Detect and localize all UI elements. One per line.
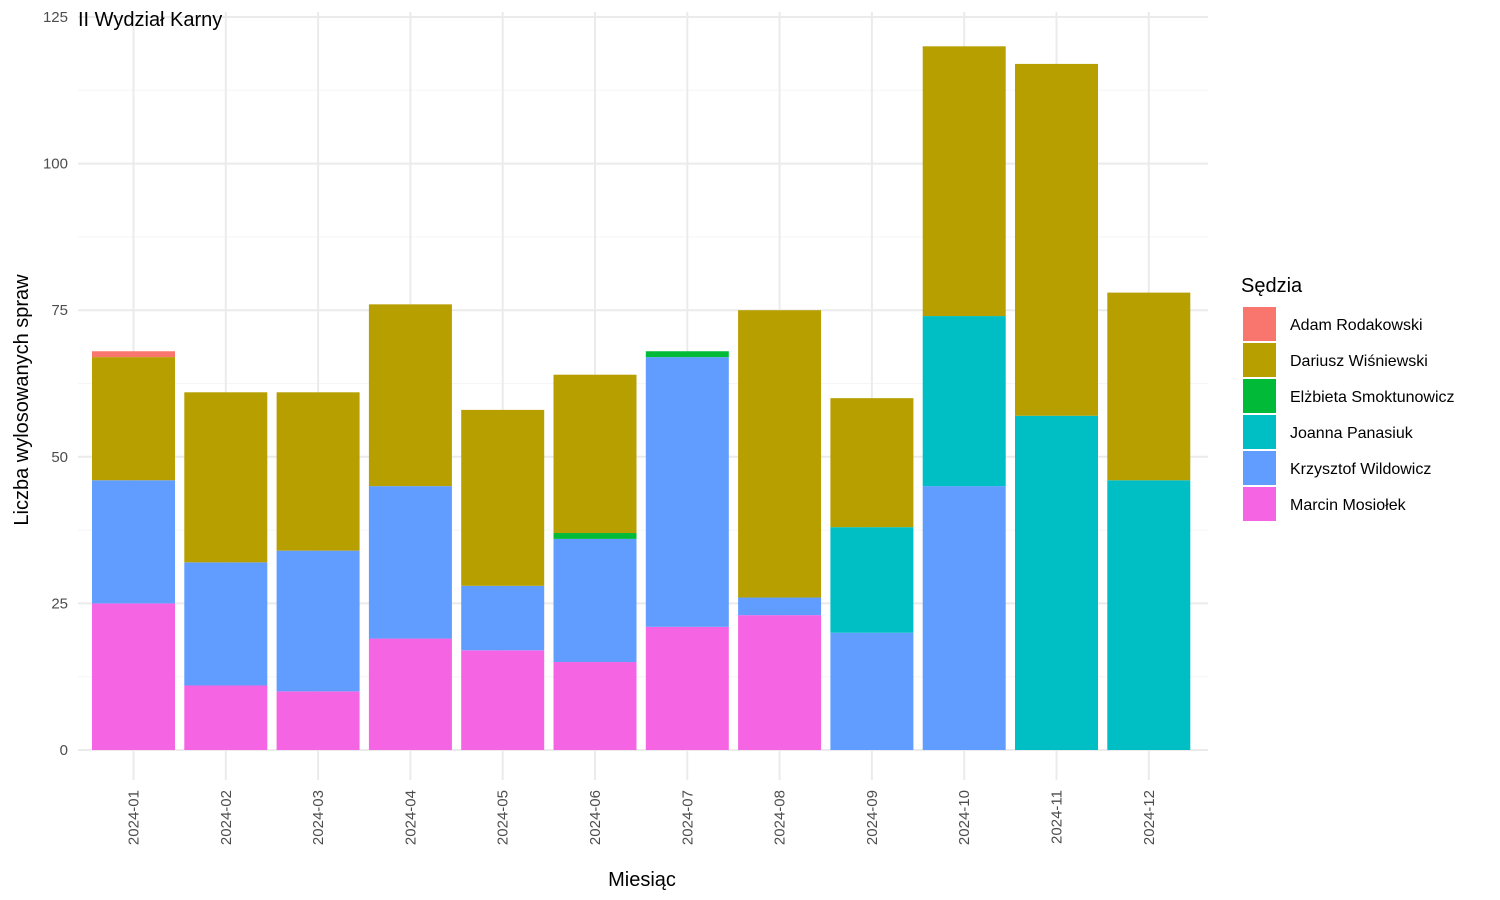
bar-segment (553, 538, 637, 663)
bar-segment (645, 626, 729, 750)
y-tick-label: 0 (60, 742, 68, 759)
bar-segment (738, 597, 822, 616)
bar-segment (922, 486, 1006, 750)
bar-segment (184, 392, 268, 563)
bar-segment (368, 638, 452, 750)
bar-segment (92, 480, 175, 604)
bar-segment (922, 46, 1006, 317)
bar-segment (738, 310, 822, 598)
bar-segment (461, 585, 545, 651)
x-axis-title: Miesiąc (608, 869, 676, 891)
bar-segment (92, 603, 175, 750)
y-tick-label: 25 (51, 595, 68, 612)
y-tick-label: 75 (51, 302, 68, 319)
y-axis-title: Liczba wylosowanych spraw (11, 274, 33, 526)
bar-segment (830, 632, 914, 750)
bar-segment (922, 316, 1006, 487)
bar-segment (553, 662, 637, 750)
bar-segment (461, 409, 545, 586)
bar-segment (92, 357, 175, 481)
x-tick-label: 2024-11 (1049, 790, 1066, 844)
bar-segment (1107, 292, 1191, 481)
legend-swatch (1243, 343, 1276, 377)
legend-swatch (1243, 451, 1276, 485)
bars (92, 46, 1191, 750)
x-axis-ticks: 2024-01 2024-02 2024-03 2024-04 2024-05 2024-… (126, 790, 1158, 845)
x-tick-label: 2024-09 (864, 790, 881, 845)
bar-segment (184, 562, 268, 686)
bar-segment (738, 615, 822, 750)
legend-swatch (1243, 415, 1276, 449)
legend-label: Adam Rodakowski (1290, 317, 1423, 334)
y-tick-label: 50 (51, 449, 68, 466)
bar-segment (645, 357, 729, 627)
x-tick-label: 2024-02 (218, 790, 235, 845)
bar-segment (645, 351, 729, 358)
bar-segment (368, 304, 452, 487)
x-tick-label: 2024-04 (402, 790, 419, 845)
bar-segment (368, 486, 452, 639)
x-tick-label: 2024-06 (587, 790, 604, 845)
bar-segment (461, 650, 545, 750)
bar-segment (553, 374, 637, 534)
x-tick-label: 2024-12 (1141, 790, 1158, 845)
legend-label: Krzysztof Wildowicz (1290, 461, 1431, 478)
bar-segment (1015, 415, 1098, 750)
legend-title: Sędzia (1241, 275, 1303, 297)
y-tick-label: 100 (43, 156, 68, 173)
x-tick-label: 2024-07 (679, 790, 696, 845)
bar-segment (92, 351, 175, 358)
x-tick-label: 2024-03 (310, 790, 327, 845)
y-tick-label: 125 (43, 9, 68, 26)
x-tick-label: 2024-01 (126, 790, 143, 845)
bar-segment (276, 550, 360, 692)
bar-segment (1107, 480, 1191, 750)
legend-label: Marcin Mosiołek (1290, 497, 1407, 514)
legend-swatch (1243, 379, 1276, 413)
legend-label: Dariusz Wiśniewski (1290, 353, 1428, 370)
bar-segment (276, 392, 360, 551)
legend-label: Elżbieta Smoktunowicz (1290, 389, 1455, 406)
bar-segment (830, 527, 914, 633)
legend-swatch (1243, 307, 1276, 341)
x-tick-label: 2024-05 (495, 790, 512, 845)
bar-segment (553, 533, 637, 539)
bar-segment (184, 685, 268, 750)
x-tick-label: 2024-10 (956, 790, 973, 845)
legend-swatch (1243, 487, 1276, 521)
legend-label: Joanna Panasiuk (1290, 425, 1414, 442)
bar-segment (830, 398, 914, 528)
legend: Sędzia Adam Rodakowski Dariusz Wiśniewski… (1241, 275, 1455, 521)
bar-segment (276, 691, 360, 750)
x-tick-label: 2024-08 (772, 790, 789, 845)
y-axis-ticks: 0 25 50 75 100 125 (43, 9, 68, 759)
bar-segment (1015, 63, 1098, 416)
panel-title: II Wydział Karny (78, 9, 222, 31)
